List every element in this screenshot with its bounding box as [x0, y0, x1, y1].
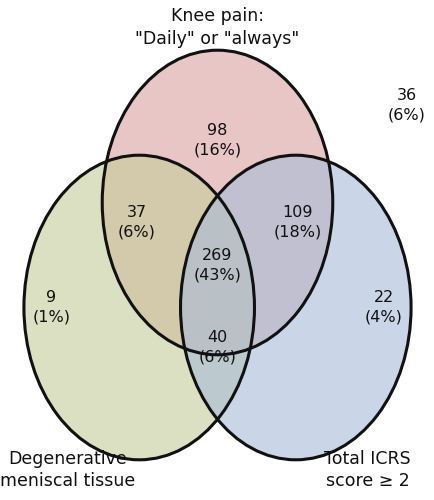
Ellipse shape	[24, 155, 254, 460]
Text: 269
(43%): 269 (43%)	[193, 248, 241, 282]
Text: 36
(6%): 36 (6%)	[387, 88, 425, 122]
Text: 9
(1%): 9 (1%)	[32, 290, 70, 324]
Ellipse shape	[180, 155, 410, 460]
Text: 40
(6%): 40 (6%)	[198, 330, 236, 364]
Text: Knee pain:
"Daily" or "always": Knee pain: "Daily" or "always"	[135, 8, 299, 48]
Text: 109
(18%): 109 (18%)	[273, 206, 321, 240]
Text: Degenerative
meniscal tissue: Degenerative meniscal tissue	[0, 450, 135, 490]
Text: 22
(4%): 22 (4%)	[364, 290, 402, 324]
Text: 98
(16%): 98 (16%)	[193, 123, 241, 157]
Text: Total ICRS
score ≥ 2: Total ICRS score ≥ 2	[323, 450, 410, 490]
Text: 37
(6%): 37 (6%)	[118, 206, 156, 240]
Ellipse shape	[102, 50, 332, 355]
